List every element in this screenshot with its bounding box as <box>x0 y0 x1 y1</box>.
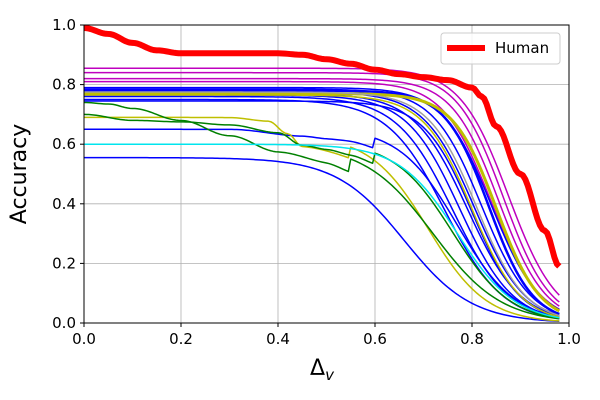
series-line-b9 <box>84 100 560 318</box>
x-tick-label: 0.8 <box>460 330 484 348</box>
series-line-m1 <box>84 67 560 296</box>
legend: Human <box>440 32 561 65</box>
x-tick-label: 0.2 <box>169 330 193 348</box>
series-group <box>83 24 562 323</box>
x-tick-label: 0.0 <box>72 330 96 348</box>
x-tick-label: 0.6 <box>363 330 387 348</box>
series-line-g1 <box>83 101 560 320</box>
series-line-b2 <box>84 88 560 315</box>
series-line-m4 <box>84 80 560 310</box>
y-tick-label: 0.0 <box>52 314 76 332</box>
ticks: 0.0 0.2 0.4 0.6 0.8 1.0 0.0 0.2 0.4 0.6 0.8 1.0 <box>52 16 581 348</box>
legend-human-label: Human <box>495 39 549 57</box>
series-line-c1 <box>84 143 560 319</box>
series-line-bb <box>84 156 560 323</box>
x-axis-label: Δv <box>310 356 335 384</box>
series-line-ba <box>84 128 560 319</box>
y-tick-label: 0.4 <box>52 195 76 213</box>
series-line-b3 <box>84 89 560 316</box>
x-tick-label: 0.4 <box>266 330 290 348</box>
series-line-gr1 <box>84 91 560 317</box>
y-tick-label: 0.6 <box>52 135 76 153</box>
y-axis-label: Accuracy <box>7 124 32 224</box>
series-line-g2 <box>83 113 560 320</box>
plot-frame <box>83 24 570 324</box>
y-tick-label: 0.2 <box>52 254 76 272</box>
series-line-o1 <box>84 92 561 313</box>
x-tick-label: 1.0 <box>557 330 581 348</box>
series-line-human <box>83 24 562 269</box>
y-tick-label: 1.0 <box>52 16 76 34</box>
series-line-m2 <box>84 71 560 303</box>
legend-box <box>440 32 561 65</box>
series-line-b1 <box>84 86 560 311</box>
series-line-o2 <box>84 94 560 318</box>
series-line-m3 <box>84 77 560 307</box>
y-tick-label: 0.8 <box>52 76 76 94</box>
